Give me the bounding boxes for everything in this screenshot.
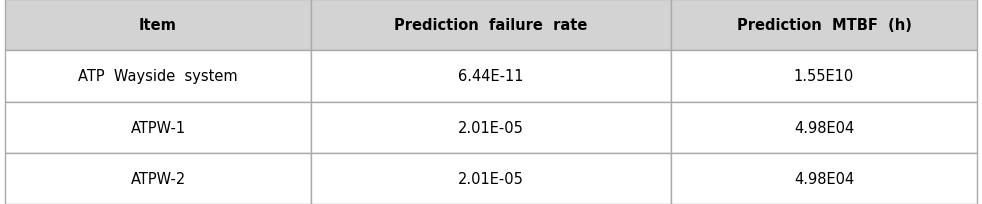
Bar: [311, 51, 671, 102]
Text: 2.01E-05: 2.01E-05: [458, 120, 524, 135]
Bar: [671, 0, 977, 51]
Bar: [671, 102, 977, 153]
Bar: [311, 102, 671, 153]
Bar: [311, 0, 671, 51]
Bar: [5, 153, 311, 204]
Text: ATP  Wayside  system: ATP Wayside system: [79, 69, 238, 84]
Text: 1.55E10: 1.55E10: [793, 69, 854, 84]
Bar: [311, 153, 671, 204]
Text: Item: Item: [139, 18, 177, 33]
Bar: [671, 153, 977, 204]
Text: 4.98E04: 4.98E04: [793, 120, 854, 135]
Text: Prediction  MTBF  (h): Prediction MTBF (h): [736, 18, 911, 33]
Bar: [5, 51, 311, 102]
Text: 4.98E04: 4.98E04: [793, 171, 854, 186]
Text: ATPW-2: ATPW-2: [131, 171, 186, 186]
Bar: [671, 51, 977, 102]
Text: 6.44E-11: 6.44E-11: [459, 69, 523, 84]
Text: Prediction  failure  rate: Prediction failure rate: [395, 18, 587, 33]
Text: 2.01E-05: 2.01E-05: [458, 171, 524, 186]
Bar: [5, 0, 311, 51]
Text: ATPW-1: ATPW-1: [131, 120, 186, 135]
Bar: [5, 102, 311, 153]
